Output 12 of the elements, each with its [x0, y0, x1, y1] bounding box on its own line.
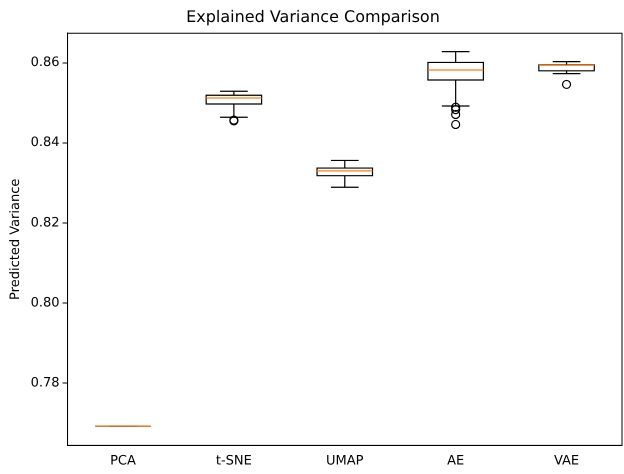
- y-tick-label: 0.82: [30, 215, 60, 230]
- x-tick-label: AE: [447, 454, 464, 469]
- x-tick-label: VAE: [554, 454, 580, 469]
- y-axis-title: Predicted Variance: [8, 178, 24, 300]
- y-tick-label: 0.86: [30, 55, 60, 70]
- y-tick-label: 0.84: [30, 135, 60, 150]
- y-tick-label: 0.80: [30, 295, 60, 310]
- x-tick-label: t-SNE: [216, 454, 252, 469]
- y-tick-label: 0.78: [30, 375, 60, 390]
- x-tick-label: PCA: [110, 454, 136, 469]
- x-tick-label: UMAP: [326, 454, 364, 469]
- chart-title: Explained Variance Comparison: [186, 6, 440, 26]
